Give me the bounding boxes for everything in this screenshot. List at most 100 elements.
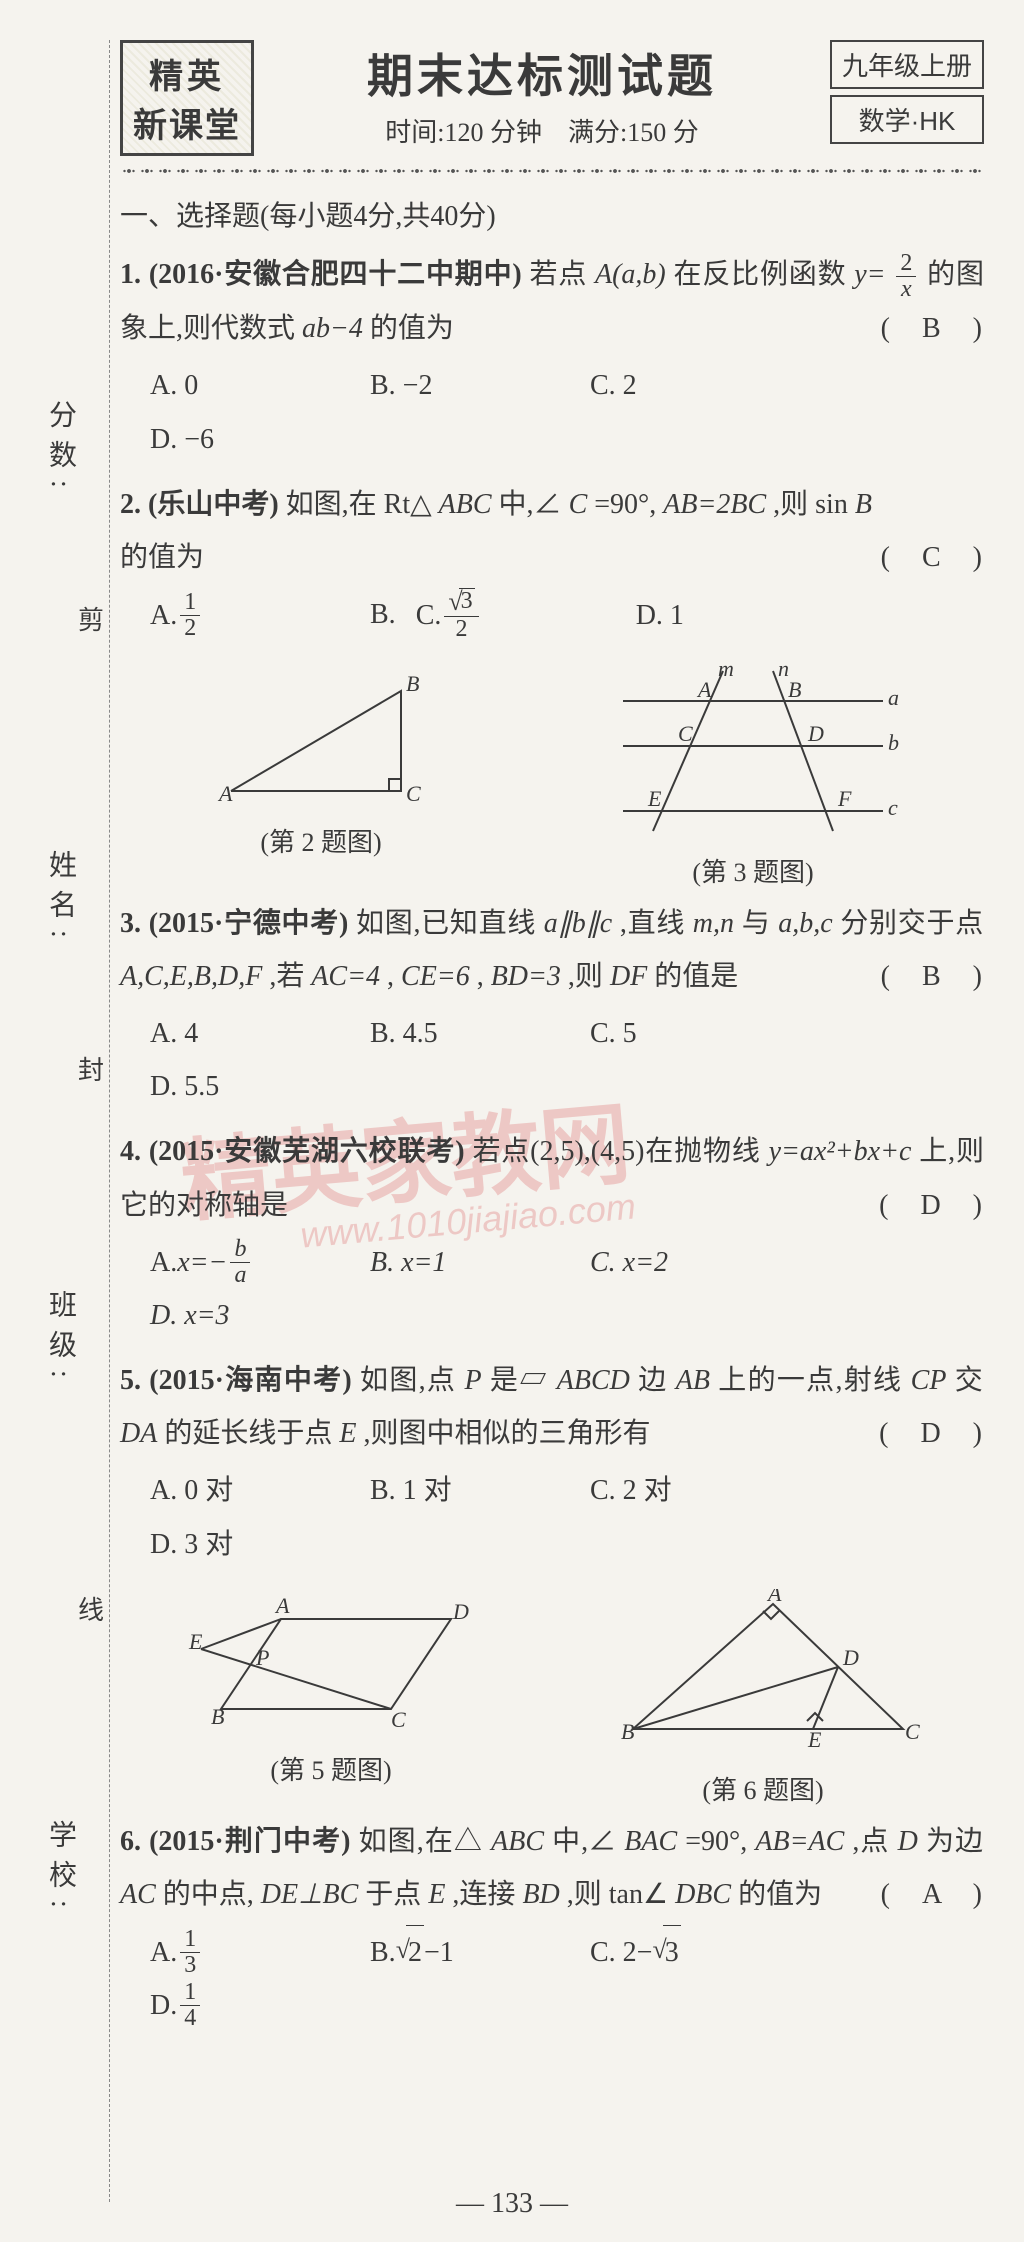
q1-td: 的值为	[370, 313, 454, 344]
q5-num: 5.	[120, 1365, 141, 1396]
logo-bottom: 新课堂	[133, 98, 241, 147]
margin-class: 班级:	[40, 1290, 80, 1390]
q4-opt-b: B. x=1	[370, 1236, 570, 1289]
q6-body: 6. (2015·荆门中考) 如图,在△ ABC 中,∠ BAC =90°, A…	[120, 1815, 984, 1921]
q1-body: 1. (2016·安徽合肥四十二中期中) 若点 A(a,b) 在反比例函数 y=…	[120, 248, 984, 355]
q1-opt-a: A. 0	[150, 359, 350, 412]
svg-text:B: B	[788, 677, 801, 702]
q3-body: 3. (2015·宁德中考) 如图,已知直线 a∥b∥c ,直线 m,n 与 a…	[120, 897, 984, 1003]
q2-opt-a: A. 12	[150, 588, 350, 642]
question-6: 6. (2015·荆门中考) 如图,在△ ABC 中,∠ BAC =90°, A…	[120, 1815, 984, 2033]
question-1: 1. (2016·安徽合肥四十二中期中) 若点 A(a,b) 在反比例函数 y=…	[120, 248, 984, 466]
q3-answer: ( B )	[881, 950, 984, 1003]
title-block: 期末达标测试题 时间:120 分钟 满分:150 分	[274, 40, 810, 149]
logo-top: 精英	[133, 49, 241, 98]
fig2-caption: (第 2 题图)	[201, 822, 441, 859]
svg-text:B: B	[621, 1719, 634, 1744]
dot-divider	[120, 166, 984, 176]
q2-body: 2. (乐山中考) 如图,在 Rt△ ABC 中,∠ C =90°, AB=2B…	[120, 478, 984, 584]
q2-eq: AB=2BC	[663, 489, 766, 520]
q3-opt-a: A. 4	[150, 1007, 350, 1060]
q2-opt-d: D. 1	[636, 588, 836, 642]
q4-num: 4.	[120, 1136, 141, 1167]
section-1-head: 一、选择题(每小题4分,共40分)	[120, 194, 984, 234]
q1-expr: ab−4	[302, 313, 363, 344]
svg-text:B: B	[406, 671, 419, 696]
fig3-svg: m n a b c A B C D E F	[603, 661, 903, 841]
question-3: 3. (2015·宁德中考) 如图,已知直线 a∥b∥c ,直线 m,n 与 a…	[120, 897, 984, 1114]
q2-options: A. 12 B. C. 32 D. 1	[150, 588, 984, 642]
q6-opt-c: C. 2− 3	[590, 1925, 790, 1979]
header: 精英 新课堂 期末达标测试题 时间:120 分钟 满分:150 分 九年级上册 …	[120, 40, 984, 156]
main-title: 期末达标测试题	[274, 40, 810, 106]
svg-text:D: D	[452, 1599, 469, 1624]
margin-cut: 剪	[78, 600, 104, 637]
question-5: 5. (2015·海南中考) 如图,点 P 是▱ ABCD 边 AB 上的一点,…	[120, 1354, 984, 1571]
q3-opt-c: C. 5	[590, 1007, 790, 1060]
q2-tc: =90°,	[594, 489, 656, 520]
q1-frac-n: 2	[896, 251, 916, 277]
q2-td: ,则 sin	[773, 489, 848, 520]
svg-text:a: a	[888, 685, 899, 710]
svg-text:D: D	[842, 1645, 859, 1670]
q1-ypre: y=	[854, 259, 885, 290]
q6-src: (2015·荆门中考)	[149, 1826, 350, 1857]
q5-body: 5. (2015·海南中考) 如图,点 P 是▱ ABCD 边 AB 上的一点,…	[120, 1354, 984, 1460]
grade-cell: 九年级上册	[830, 40, 984, 89]
q5-answer: ( D )	[879, 1407, 984, 1460]
q2-num: 2.	[120, 489, 141, 520]
fig6-svg: A B C D E	[603, 1589, 923, 1759]
q2-ang: C	[569, 489, 588, 520]
q1-answer: ( B )	[881, 302, 984, 355]
figure-5: E A D B C P (第 5 题图)	[181, 1589, 481, 1807]
margin-seal: 封	[78, 1050, 104, 1087]
q2-tri: ABC	[439, 489, 492, 520]
svg-text:b: b	[888, 730, 899, 755]
fig5-caption: (第 5 题图)	[181, 1750, 481, 1787]
svg-text:A: A	[696, 677, 712, 702]
figures-2-3: A B C (第 2 题图) m n a b c A B C D	[120, 661, 984, 889]
q2a-pre: A.	[150, 589, 177, 642]
subtitle: 时间:120 分钟 满分:150 分	[274, 112, 810, 149]
q5-opt-c: C. 2 对	[590, 1464, 790, 1517]
q2c-pre: C.	[416, 589, 442, 642]
question-4: 4. (2015·安徽芜湖六校联考) 若点(2,5),(4,5)在抛物线 y=a…	[120, 1125, 984, 1342]
svg-text:A: A	[274, 1593, 290, 1618]
q1-ta: 若点	[530, 259, 595, 290]
svg-text:F: F	[837, 786, 852, 811]
svg-text:C: C	[406, 781, 421, 806]
fig2-svg: A B C	[201, 661, 441, 811]
margin-school: 学校:	[40, 1820, 80, 1920]
q6-options: A. 13 B. 2 −1 C. 2− 3 D. 14	[150, 1925, 984, 2032]
q5-opt-b: B. 1 对	[370, 1464, 570, 1517]
q5-opt-a: A. 0 对	[150, 1464, 350, 1517]
svg-text:c: c	[888, 795, 898, 820]
q6-answer: ( A )	[881, 1868, 984, 1921]
q6-num: 6.	[120, 1826, 141, 1857]
q4-body: 4. (2015·安徽芜湖六校联考) 若点(2,5),(4,5)在抛物线 y=a…	[120, 1125, 984, 1231]
q3-opt-d: D. 5.5	[150, 1060, 350, 1113]
svg-text:D: D	[807, 721, 824, 746]
q1-frac: 2 x	[896, 251, 916, 302]
q3-opt-b: B. 4.5	[370, 1007, 570, 1060]
q6-opt-b: B. 2 −1	[370, 1925, 570, 1979]
q5-options: A. 0 对 B. 1 对 C. 2 对 D. 3 对	[150, 1464, 984, 1570]
exam-page: 分数: 剪 姓名: 封 班级: 线 学校: 精英 新课堂 期末达标测试题 时间:…	[0, 0, 1024, 2242]
q1-frac-d: x	[897, 277, 916, 302]
q1-point: A(a,b)	[595, 259, 666, 290]
q2-src: (乐山中考)	[148, 489, 279, 520]
q1-options: A. 0 B. −2 C. 2 D. −6	[150, 359, 984, 465]
svg-text:E: E	[647, 786, 662, 811]
q4-answer: ( D )	[879, 1179, 984, 1232]
figure-3: m n a b c A B C D E F (第 3 题图)	[603, 661, 903, 889]
margin-name: 姓名:	[40, 850, 80, 950]
q2-ta: 如图,在 Rt△	[286, 489, 432, 520]
svg-text:A: A	[217, 781, 233, 806]
svg-text:C: C	[905, 1719, 920, 1744]
svg-text:E: E	[807, 1727, 822, 1752]
svg-text:E: E	[188, 1629, 203, 1654]
q2-answer: ( C )	[881, 531, 984, 584]
q4-opt-d: D. x=3	[150, 1289, 350, 1342]
q4-src: (2015·安徽芜湖六校联考)	[149, 1136, 465, 1167]
q1-opt-c: C. 2	[590, 359, 790, 412]
